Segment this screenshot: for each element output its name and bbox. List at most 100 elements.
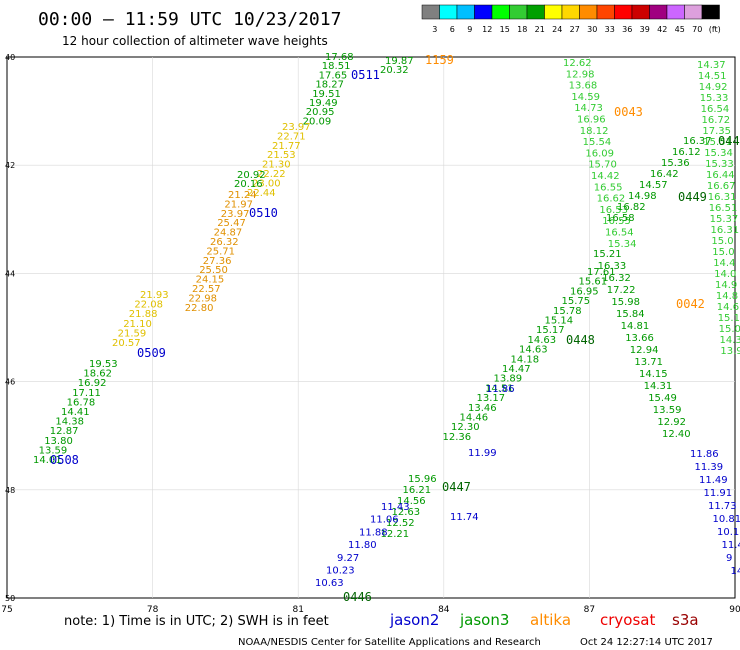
wave-height-value: 15.17 [536,325,565,336]
wave-height-value: 16.51 [709,203,738,214]
color-scale-label: (ft) [709,25,721,34]
wave-height-value: 15.0 [711,236,733,247]
color-scale-label: 18 [517,25,527,34]
wave-height-value: 15.61 [579,277,608,288]
wave-height-value: 16.32 [602,273,631,284]
pass-time-label: 1159 [425,53,454,67]
page-title: 00:00 – 11:59 UTC 10/23/2017 [38,9,341,30]
wave-height-value: 25.47 [217,218,246,229]
color-swatch [596,4,615,20]
wave-height-value: 16.62 [597,194,626,205]
wave-height-value: 22.80 [185,303,214,314]
wave-height-value: 14.81 [621,321,650,332]
wave-height-value: 19.49 [309,98,338,109]
pass-time-label: 0043 [614,105,643,119]
wave-height-value: 16.42 [650,169,679,180]
color-scale-label: 33 [605,25,615,34]
wave-height-value: 12.40 [662,429,691,440]
wave-height-value: 13.46 [468,403,497,414]
color-scale-label: 70 [692,25,702,34]
wave-height-value: 21.97 [224,199,253,210]
wave-height-value: 12.21 [381,529,410,540]
wave-height-value: 11.91 [704,488,733,499]
wave-height-value: 15.51 [703,137,732,148]
pass-time-label: 0449 [678,190,707,204]
wave-height-value: 15.33 [705,159,734,170]
pass-time-label: 0446 [343,590,372,604]
color-swatch [631,4,650,20]
wave-height-value: 21.30 [262,160,291,171]
wave-height-value: 11.49 [699,475,728,486]
wave-height-value: 13.59 [39,445,68,456]
wave-height-value: 15.0 [712,247,734,258]
pass-time-label: 044 [718,134,740,148]
wave-height-value: 14.56 [397,496,426,507]
color-swatch [526,4,545,20]
wave-height-value: 24.87 [214,228,243,239]
wave-height-value: 11.43 [381,502,410,513]
color-scale-label: 45 [675,25,685,34]
longitude-label: 90 [729,605,740,615]
wave-height-value: 15.49 [648,393,677,404]
color-scale-label: 15 [500,25,510,34]
wave-height-value: 9.27 [337,553,359,564]
color-swatch [456,4,475,20]
color-scale-label: 36 [622,25,632,34]
wave-height-value: 16.96 [577,115,606,126]
color-swatch [439,4,458,20]
pass-time-label: 0447 [442,480,471,494]
wave-height-value: 22.44 [247,188,276,199]
longitude-label: 81 [292,605,303,615]
wave-height-value: 21.59 [118,328,147,339]
wave-height-value: 13.59 [653,405,682,416]
color-scale-label: 30 [587,25,597,34]
wave-height-value: 14.01 [33,455,62,466]
color-swatch [421,4,440,20]
map-frame [6,56,736,599]
pass-time-label: 0508 [50,453,79,467]
pass-time-label: 0509 [137,346,166,360]
color-scale-label: 12 [482,25,492,34]
wave-height-value: 13.71 [634,357,663,368]
wave-height-value: 21.24 [228,190,257,201]
wave-height-value: 12.62 [563,58,592,69]
longitude-label: 87 [584,605,595,615]
longitude-label: 75 [1,605,12,615]
wave-height-value: 16.92 [78,378,107,389]
wave-height-value: 15.96 [408,474,437,485]
color-scale-label: 9 [467,25,472,34]
longitude-label: 78 [147,605,159,615]
latitude-label: 44 [5,269,15,278]
wave-height-value: 18.27 [315,80,344,91]
wave-height-value: 25.50 [199,265,228,276]
wave-height-value: 16.33 [598,261,627,272]
wave-height-value: 16.53 [599,205,628,216]
footer-note: note: 1) Time is in UTC; 2) SWH is in fe… [64,614,329,629]
color-swatch [474,4,493,20]
wave-height-value: 14.51 [485,383,514,394]
wave-height-value: 14.9 [715,280,737,291]
wave-height-value: 10.63 [315,578,344,589]
wave-height-value: 11.99 [468,448,497,459]
wave-height-value: 11.86 [486,384,515,395]
wave-height-value: 15.33 [700,93,729,104]
wave-height-value: 13.17 [477,393,506,404]
wave-height-value: 20.16 [234,179,263,190]
wave-height-value: 20.95 [306,107,335,118]
wave-height-value: 11.86 [690,449,719,460]
wave-height-value: 20.32 [380,65,409,76]
wave-height-value: 22.22 [257,169,286,180]
color-swatch [701,4,720,20]
wave-height-value: 22.57 [192,284,221,295]
wave-height-value: 18.62 [83,369,112,380]
latitude-tick-labels: 40 42 44 46 48 50 [5,53,15,603]
wave-height-value: 15.36 [661,158,690,169]
wave-height-value: 16.55 [594,182,623,193]
wave-height-value: 14.42 [591,171,620,182]
wave-height-value: 23.97 [282,122,311,133]
longitude-tick-labels: 75 78 81 84 87 90 [1,605,740,615]
wave-height-value: 11.88 [359,527,388,538]
wave-height-value: 16.54 [701,104,730,115]
pass-time-label: 0042 [676,297,705,311]
wave-height-value: 21.93 [140,290,169,301]
